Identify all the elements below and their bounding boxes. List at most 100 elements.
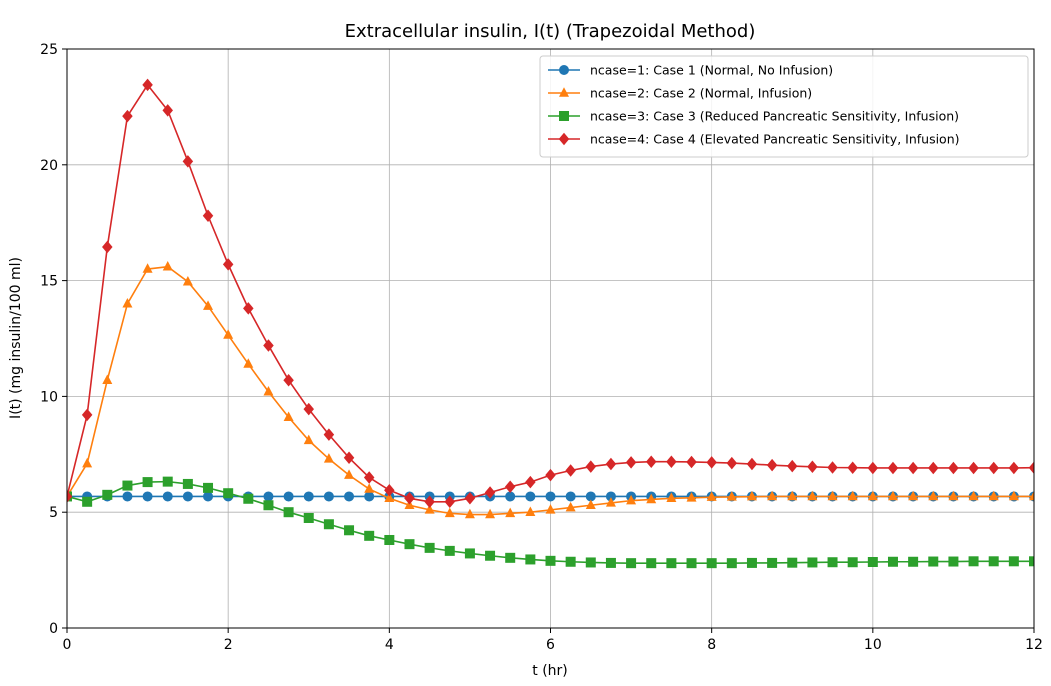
data-point <box>223 488 234 499</box>
data-point <box>988 490 999 501</box>
data-point <box>827 490 838 501</box>
data-point <box>142 263 153 273</box>
data-point <box>102 374 113 384</box>
y-tick-label: 0 <box>49 621 58 637</box>
data-point <box>81 408 93 422</box>
data-point <box>182 478 193 489</box>
data-point <box>726 456 738 470</box>
data-point <box>102 240 113 254</box>
data-point <box>343 451 355 465</box>
data-point <box>1028 461 1034 474</box>
data-point <box>424 504 435 514</box>
data-point <box>243 358 254 368</box>
data-point <box>525 475 536 489</box>
data-point <box>565 501 576 512</box>
data-point <box>263 386 274 396</box>
data-point <box>283 491 294 502</box>
data-point <box>645 455 657 468</box>
legend-entry: ncase=4: Case 4 (Elevated Pancreatic Sen… <box>548 132 960 147</box>
legend-marker <box>559 111 569 121</box>
data-point <box>122 109 133 123</box>
data-point <box>525 554 536 565</box>
data-point <box>746 557 757 568</box>
data-point <box>1029 556 1034 567</box>
data-point <box>545 468 556 482</box>
data-point <box>323 519 334 530</box>
data-point <box>968 556 979 567</box>
data-point <box>1008 490 1019 501</box>
data-point <box>142 78 153 92</box>
data-point <box>565 464 576 477</box>
data-point <box>787 490 798 501</box>
y-tick-label: 10 <box>40 389 58 405</box>
data-point <box>585 557 596 568</box>
data-point <box>67 490 73 503</box>
data-point <box>464 548 475 559</box>
data-point <box>182 155 194 168</box>
chart-title: Extracellular insulin, I(t) (Trapezoidal… <box>345 21 756 42</box>
data-point <box>887 490 898 501</box>
data-point <box>162 491 173 502</box>
data-point <box>485 550 496 561</box>
data-point <box>122 298 133 308</box>
data-point <box>847 557 858 568</box>
data-point <box>404 539 415 550</box>
x-tick-label: 12 <box>1025 637 1043 653</box>
data-point <box>605 491 616 502</box>
data-point <box>102 489 113 500</box>
data-point <box>464 508 475 519</box>
data-point <box>766 458 778 472</box>
data-point <box>222 258 234 271</box>
x-tick-label: 10 <box>864 637 882 653</box>
data-point <box>243 493 254 504</box>
data-point <box>988 556 999 567</box>
data-point <box>525 491 536 502</box>
data-point <box>585 460 597 473</box>
axis-ticks: 0 2 4 6 8 10 12 0 5 10 15 20 25 <box>40 42 1043 653</box>
x-tick-label: 4 <box>385 637 394 653</box>
data-point <box>847 490 858 501</box>
data-point <box>807 460 818 474</box>
data-point <box>887 461 899 475</box>
data-point <box>1029 490 1034 501</box>
x-tick-label: 2 <box>224 637 233 653</box>
data-point <box>142 491 153 502</box>
data-point <box>585 491 596 502</box>
data-point <box>484 486 496 499</box>
data-point <box>203 491 214 502</box>
data-point <box>505 491 516 502</box>
data-point <box>787 557 798 568</box>
data-point <box>384 483 395 497</box>
data-point <box>807 490 818 501</box>
data-point <box>182 276 193 286</box>
legend-label: ncase=2: Case 2 (Normal, Infusion) <box>590 86 812 101</box>
data-point <box>787 459 798 473</box>
data-point <box>746 457 758 471</box>
data-point <box>626 558 637 569</box>
data-point <box>203 300 214 310</box>
data-point <box>545 555 556 566</box>
data-point <box>263 500 274 511</box>
data-point <box>867 490 878 501</box>
data-point <box>303 402 314 416</box>
data-point <box>767 557 778 568</box>
data-point <box>545 491 556 502</box>
data-point <box>646 558 657 569</box>
data-point <box>867 556 878 567</box>
data-point <box>605 457 617 471</box>
data-point <box>686 558 697 569</box>
y-tick-label: 20 <box>40 158 58 174</box>
data-point <box>565 556 576 567</box>
data-point <box>122 491 133 502</box>
data-point <box>485 508 496 519</box>
y-axis-label: I(t) (mg insulin/100 ml) <box>8 257 24 419</box>
data-point <box>827 461 838 474</box>
data-point <box>928 490 939 501</box>
data-point <box>948 461 959 475</box>
data-point <box>908 556 919 567</box>
data-point <box>767 490 778 501</box>
data-point <box>82 457 93 468</box>
data-point <box>142 477 153 488</box>
data-point <box>686 455 697 469</box>
